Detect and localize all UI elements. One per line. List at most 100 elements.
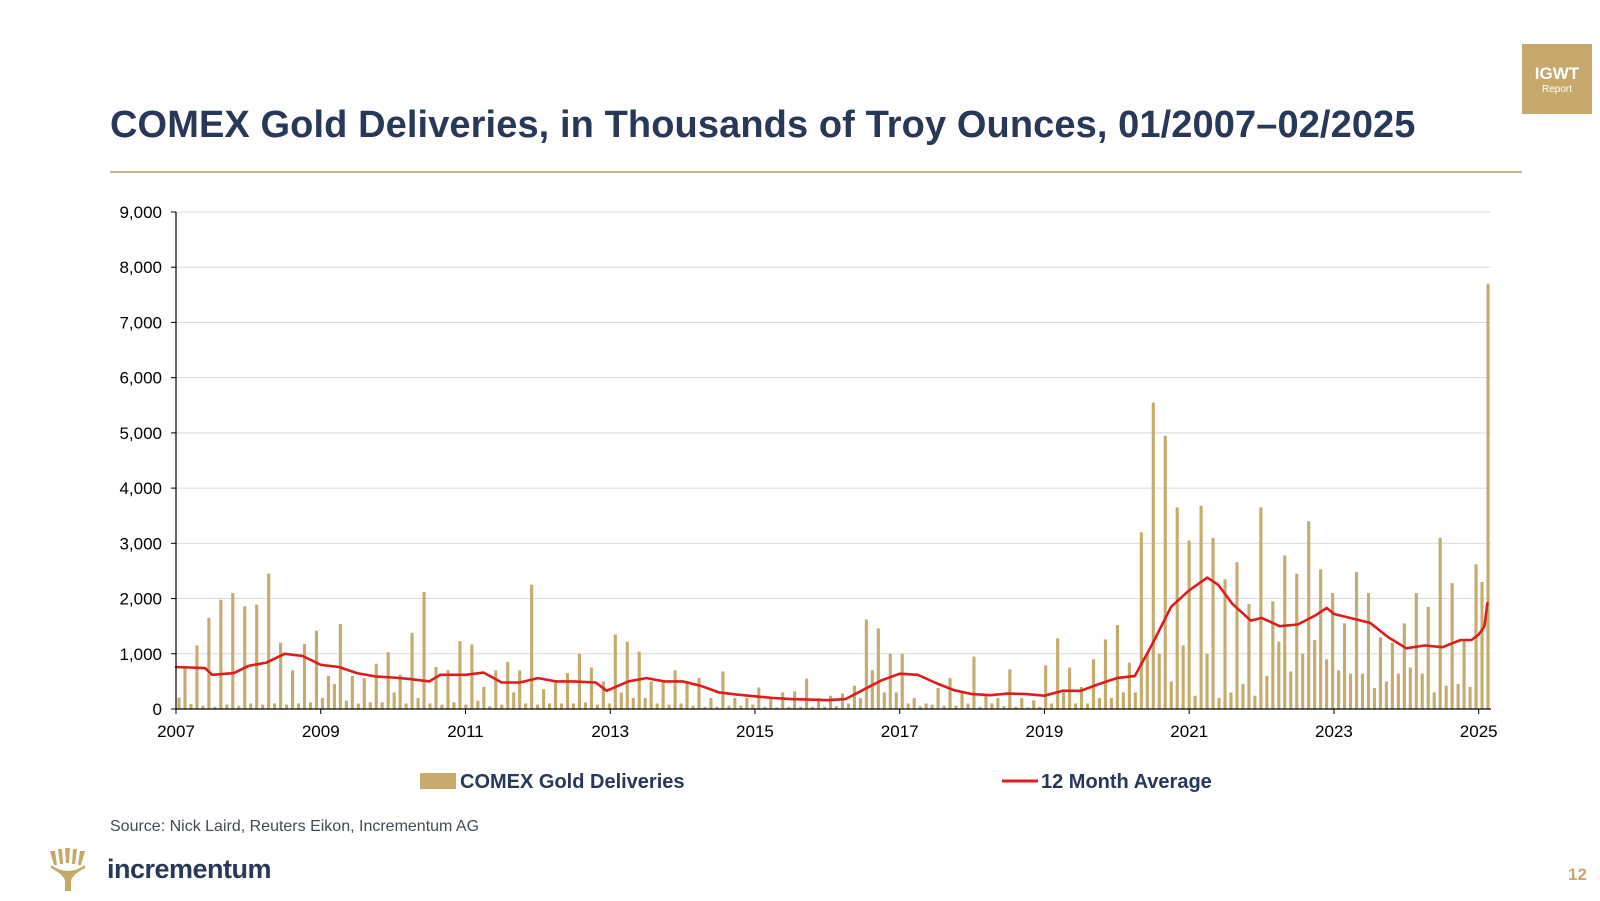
delivery-bar — [840, 693, 845, 709]
delivery-bar — [1384, 681, 1388, 709]
delivery-bar — [763, 706, 767, 709]
delivery-bar — [1277, 641, 1281, 709]
delivery-bar — [308, 702, 313, 709]
x-tick-label: 2019 — [1026, 722, 1064, 741]
delivery-bar — [1307, 521, 1311, 709]
delivery-bar — [207, 617, 211, 709]
delivery-bar — [703, 706, 707, 709]
delivery-bar — [416, 697, 420, 709]
delivery-bar — [1348, 673, 1353, 709]
delivery-bar — [864, 619, 868, 709]
delivery-bar — [858, 697, 862, 709]
x-tick-label: 2009 — [302, 722, 340, 741]
delivery-bar — [1253, 695, 1257, 709]
delivery-bar — [900, 653, 904, 709]
delivery-bar — [709, 697, 713, 709]
delivery-bar — [494, 670, 498, 709]
y-tick-label: 5,000 — [119, 424, 162, 443]
delivery-bar — [1020, 697, 1024, 709]
badge-subtitle: Report — [1541, 84, 1572, 95]
delivery-bar — [1169, 681, 1173, 709]
delivery-bar — [1408, 667, 1412, 709]
delivery-bar — [583, 702, 587, 709]
delivery-bar — [434, 667, 438, 709]
y-tick-label: 9,000 — [119, 203, 162, 222]
delivery-bar — [1205, 653, 1209, 709]
delivery-bar — [834, 706, 839, 709]
delivery-bar — [446, 670, 450, 709]
delivery-bar — [1241, 684, 1245, 709]
delivery-bar — [1038, 706, 1042, 709]
incrementum-tree-icon — [46, 847, 90, 891]
delivery-bar — [320, 697, 324, 709]
delivery-bar — [1121, 692, 1125, 709]
delivery-bar — [571, 703, 576, 709]
page-number: 12 — [1568, 865, 1587, 884]
x-tick-label: 2015 — [736, 722, 774, 741]
delivery-bar — [882, 692, 886, 709]
delivery-bar — [326, 675, 330, 709]
delivery-bar — [727, 705, 731, 709]
delivery-bar — [1211, 537, 1215, 709]
delivery-bar — [1181, 645, 1185, 709]
delivery-bar — [607, 703, 611, 709]
legend-bar-swatch — [420, 773, 456, 789]
page-title: COMEX Gold Deliveries, in Thousands of T… — [110, 104, 1416, 146]
delivery-bar — [888, 653, 892, 709]
delivery-bar — [452, 702, 456, 709]
delivery-bar — [470, 644, 474, 709]
delivery-bar — [990, 703, 994, 709]
delivery-bar — [673, 670, 677, 709]
delivery-bar — [195, 645, 199, 709]
delivery-bar — [243, 606, 247, 709]
delivery-bar — [1175, 507, 1179, 709]
delivery-bar — [542, 689, 546, 709]
delivery-bar — [1235, 562, 1239, 709]
delivery-bar — [1145, 653, 1149, 709]
delivery-bar — [984, 695, 988, 709]
delivery-bar — [1402, 623, 1406, 709]
delivery-bar — [595, 704, 599, 709]
legend-label-average: 12 Month Average — [1041, 771, 1212, 793]
delivery-bar — [1139, 532, 1143, 709]
delivery-bar — [1026, 707, 1030, 709]
delivery-bar — [822, 706, 827, 709]
delivery-bar — [356, 703, 360, 709]
average-line — [174, 576, 1489, 702]
delivery-bar — [1103, 639, 1108, 709]
delivery-bar — [978, 706, 982, 709]
delivery-bar — [649, 681, 653, 709]
x-tick-label: 2013 — [591, 722, 629, 741]
delivery-bar — [1480, 581, 1484, 709]
igwt-report-badge: IGWT Report — [1522, 44, 1592, 114]
delivery-bar — [291, 670, 295, 709]
delivery-bar — [344, 700, 348, 709]
y-tick-label: 1,000 — [119, 645, 162, 664]
delivery-bar — [1378, 637, 1382, 709]
delivery-bar — [1133, 692, 1137, 709]
delivery-bar — [589, 667, 593, 709]
y-tick-label: 7,000 — [119, 313, 162, 332]
delivery-bar — [279, 642, 283, 709]
delivery-bar — [876, 628, 880, 709]
delivery-bar — [1283, 555, 1287, 709]
delivery-bar — [1301, 653, 1305, 709]
source-note: Source: Nick Laird, Reuters Eikon, Incre… — [110, 818, 480, 835]
delivery-bar — [667, 704, 671, 709]
delivery-bar — [924, 703, 928, 709]
delivery-bar — [739, 705, 743, 709]
y-tick-label: 4,000 — [119, 479, 162, 498]
delivery-bar — [225, 704, 229, 709]
delivery-bar — [565, 673, 570, 709]
delivery-bar — [1325, 659, 1329, 709]
delivery-bar — [661, 681, 665, 709]
delivery-bar — [273, 703, 277, 709]
y-tick-label: 2,000 — [119, 590, 162, 609]
y-tick-label: 8,000 — [119, 258, 162, 277]
delivery-bar — [691, 705, 695, 709]
delivery-bar — [799, 706, 803, 709]
delivery-bar — [631, 697, 635, 709]
delivery-bar — [960, 692, 964, 709]
title-divider — [110, 171, 1522, 173]
